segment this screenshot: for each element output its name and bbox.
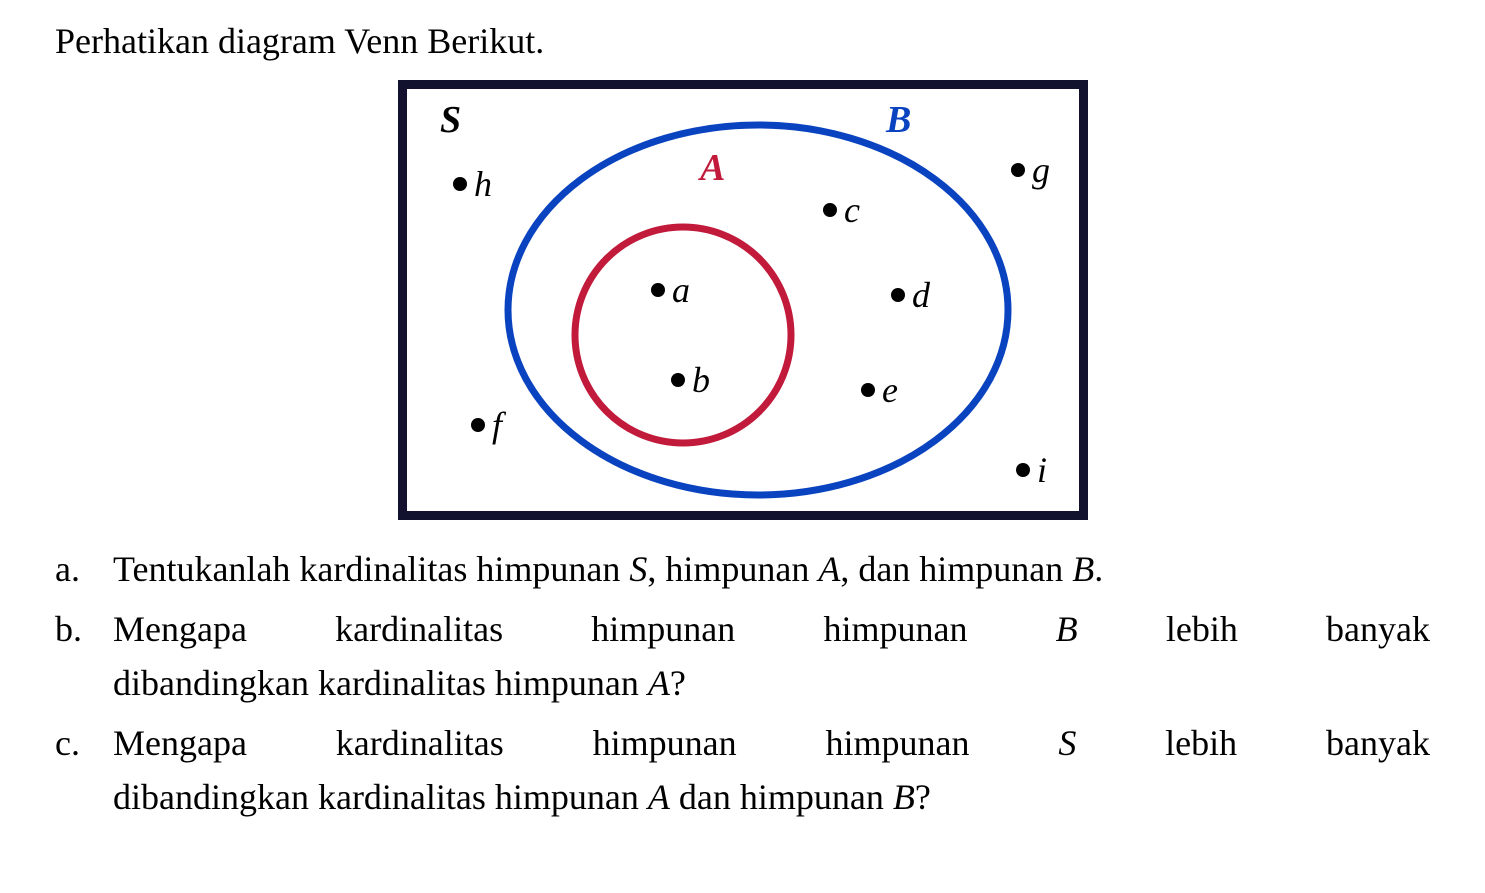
universe-box: [402, 85, 1083, 516]
set-label-a: A: [698, 147, 725, 189]
question-b: b. Mengapa kardinalitas himpunan himpuna…: [55, 602, 1430, 710]
element-dot-c: [823, 203, 837, 217]
element-label-h: h: [474, 164, 492, 204]
questions-list: a. Tentukanlah kardinalitas himpunan S, …: [55, 542, 1430, 824]
set-label-b: B: [885, 99, 911, 141]
question-b-label: b.: [55, 602, 113, 710]
question-a: a. Tentukanlah kardinalitas himpunan S, …: [55, 542, 1430, 596]
set-label-s: S: [440, 99, 461, 141]
element-dot-i: [1016, 463, 1030, 477]
question-b-text: Mengapa kardinalitas himpunan himpunan B…: [113, 602, 1430, 710]
element-dot-f: [471, 418, 485, 432]
element-label-d: d: [912, 275, 931, 315]
element-label-b: b: [692, 360, 710, 400]
question-a-text: Tentukanlah kardinalitas himpunan S, him…: [113, 542, 1430, 596]
element-dot-b: [671, 373, 685, 387]
question-a-label: a.: [55, 542, 113, 596]
element-dot-e: [861, 383, 875, 397]
element-dot-d: [891, 288, 905, 302]
element-label-i: i: [1037, 450, 1047, 490]
page-title: Perhatikan diagram Venn Berikut.: [55, 20, 1430, 62]
element-label-g: g: [1032, 150, 1050, 190]
element-dot-h: [453, 177, 467, 191]
element-dot-g: [1011, 163, 1025, 177]
element-dot-a: [651, 283, 665, 297]
element-label-e: e: [882, 370, 898, 410]
question-c: c. Mengapa kardinalitas himpunan himpuna…: [55, 716, 1430, 824]
question-c-label: c.: [55, 716, 113, 824]
question-c-text: Mengapa kardinalitas himpunan himpunan S…: [113, 716, 1430, 824]
element-label-c: c: [844, 190, 860, 230]
element-label-a: a: [672, 270, 690, 310]
venn-diagram: SBAhgcadbefi: [398, 80, 1088, 520]
venn-container: SBAhgcadbefi: [55, 80, 1430, 520]
